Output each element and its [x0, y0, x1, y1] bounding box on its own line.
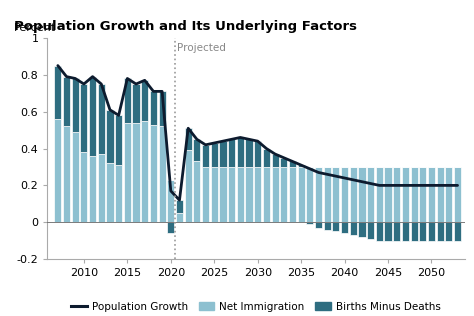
Bar: [176, 200, 183, 213]
Bar: [141, 121, 148, 222]
Bar: [80, 84, 88, 152]
Bar: [306, 167, 313, 222]
Bar: [72, 132, 79, 222]
Bar: [306, 222, 313, 224]
Text: Projected: Projected: [177, 43, 226, 53]
Bar: [202, 145, 209, 167]
Bar: [393, 167, 401, 222]
Bar: [54, 65, 62, 119]
Bar: [237, 137, 244, 167]
Bar: [376, 167, 383, 222]
Bar: [184, 150, 192, 222]
Bar: [63, 126, 70, 222]
Bar: [419, 167, 427, 222]
Bar: [158, 126, 166, 222]
Bar: [193, 139, 201, 161]
Bar: [263, 167, 270, 222]
Bar: [150, 91, 157, 125]
Bar: [228, 167, 235, 222]
Bar: [272, 154, 279, 167]
Bar: [402, 167, 409, 222]
Bar: [246, 139, 253, 167]
Bar: [428, 222, 435, 241]
Bar: [376, 222, 383, 241]
Bar: [445, 222, 453, 241]
Bar: [341, 167, 348, 222]
Bar: [402, 222, 409, 241]
Bar: [106, 110, 114, 163]
Bar: [150, 125, 157, 222]
Bar: [298, 167, 305, 222]
Bar: [298, 165, 305, 167]
Text: Population Growth and Its Underlying Factors: Population Growth and Its Underlying Fac…: [14, 20, 357, 33]
Bar: [454, 222, 461, 241]
Bar: [263, 149, 270, 167]
Bar: [350, 222, 357, 235]
Bar: [384, 222, 392, 241]
Bar: [115, 115, 122, 165]
Bar: [445, 167, 453, 222]
Bar: [176, 213, 183, 222]
Text: Percent: Percent: [14, 23, 56, 33]
Bar: [315, 167, 322, 222]
Bar: [158, 91, 166, 126]
Bar: [428, 167, 435, 222]
Bar: [332, 222, 339, 231]
Bar: [350, 167, 357, 222]
Bar: [54, 119, 62, 222]
Bar: [384, 167, 392, 222]
Bar: [98, 154, 105, 222]
Bar: [219, 167, 227, 222]
Bar: [228, 139, 235, 167]
Legend: Population Growth, Net Immigration, Births Minus Deaths: Population Growth, Net Immigration, Birt…: [67, 297, 445, 316]
Bar: [132, 123, 140, 222]
Bar: [254, 141, 261, 167]
Bar: [202, 167, 209, 222]
Bar: [393, 222, 401, 241]
Bar: [184, 128, 192, 150]
Bar: [410, 167, 418, 222]
Bar: [454, 167, 461, 222]
Bar: [358, 222, 365, 237]
Bar: [210, 143, 218, 167]
Bar: [289, 167, 296, 222]
Bar: [115, 165, 122, 222]
Bar: [132, 84, 140, 123]
Bar: [367, 167, 374, 222]
Bar: [437, 222, 444, 241]
Bar: [124, 78, 131, 123]
Bar: [437, 167, 444, 222]
Bar: [89, 156, 96, 222]
Bar: [324, 222, 331, 230]
Bar: [324, 167, 331, 222]
Bar: [332, 167, 339, 222]
Bar: [280, 167, 287, 222]
Bar: [237, 167, 244, 222]
Bar: [63, 77, 70, 126]
Bar: [367, 222, 374, 239]
Bar: [280, 158, 287, 167]
Bar: [410, 222, 418, 241]
Bar: [106, 163, 114, 222]
Bar: [341, 222, 348, 233]
Bar: [272, 167, 279, 222]
Bar: [358, 167, 365, 222]
Bar: [141, 80, 148, 121]
Bar: [219, 141, 227, 167]
Bar: [210, 167, 218, 222]
Bar: [72, 78, 79, 132]
Bar: [254, 167, 261, 222]
Bar: [80, 152, 88, 222]
Bar: [89, 77, 96, 156]
Bar: [167, 180, 174, 222]
Bar: [419, 222, 427, 241]
Bar: [289, 161, 296, 167]
Bar: [167, 222, 174, 233]
Bar: [315, 222, 322, 228]
Bar: [246, 167, 253, 222]
Bar: [98, 84, 105, 154]
Bar: [193, 161, 201, 222]
Bar: [124, 123, 131, 222]
